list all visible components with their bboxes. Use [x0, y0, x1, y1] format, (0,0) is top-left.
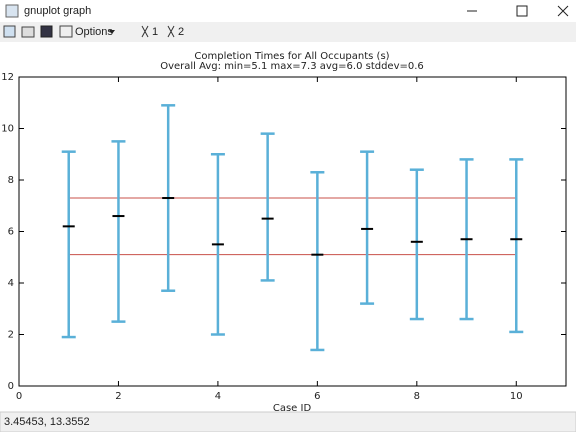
x-tick-label: 2	[115, 391, 121, 402]
y-tick-label: 4	[8, 278, 14, 289]
close-button[interactable]	[557, 5, 569, 17]
x-tick-label: 10	[510, 391, 523, 402]
y-tick-label: 10	[1, 124, 14, 135]
y-tick-label: 2	[8, 330, 14, 341]
x-tick-label: 0	[16, 391, 22, 402]
print-button[interactable]	[21, 26, 35, 38]
toolbar-button[interactable]: 2	[178, 26, 184, 38]
options-menu[interactable]: Options	[75, 26, 113, 38]
copy-button[interactable]	[3, 25, 16, 38]
scissors-icon[interactable]	[141, 25, 149, 38]
y-tick-label: 6	[8, 227, 14, 238]
y-tick-label: 12	[1, 72, 14, 83]
x-tick-label: 6	[314, 391, 320, 402]
chart-title: Completion Times for All Occupants (s)	[194, 51, 389, 62]
maximize-button[interactable]	[516, 5, 528, 17]
toolbar	[0, 22, 576, 42]
save-button[interactable]	[40, 25, 53, 38]
title-bar	[0, 0, 576, 22]
scissors-icon[interactable]	[167, 25, 175, 38]
chart-subtitle: Overall Avg: min=5.1 max=7.3 avg=6.0 std…	[160, 61, 424, 72]
window-title: gnuplot graph	[24, 5, 91, 17]
x-axis-label: Case ID	[273, 403, 312, 414]
options-icon[interactable]	[59, 25, 73, 38]
app-icon	[5, 4, 19, 18]
toolbar-button[interactable]: 1	[152, 26, 158, 38]
x-tick-label: 8	[414, 391, 420, 402]
y-tick-label: 0	[8, 381, 14, 392]
y-tick-label: 8	[8, 175, 14, 186]
x-tick-label: 4	[215, 391, 221, 402]
options-arrow[interactable]	[109, 30, 115, 34]
status-text: 3.45453, 13.3552	[4, 416, 90, 428]
